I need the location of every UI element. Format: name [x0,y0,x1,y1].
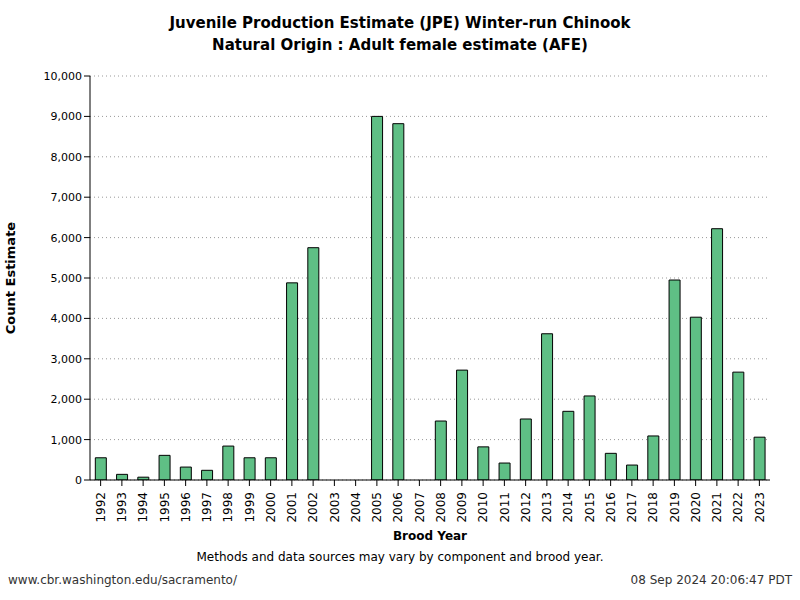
svg-text:2,000: 2,000 [51,393,83,406]
svg-text:1996: 1996 [179,492,193,523]
svg-text:1999: 1999 [243,492,257,523]
html-text:08 Sep 2024 20:06:47 PDT: 08 Sep 2024 20:06:47 PDT [630,573,792,587]
svg-text:2001: 2001 [285,492,299,523]
svg-text:2015: 2015 [583,492,597,523]
svg-text:2011: 2011 [498,492,512,523]
html-text:Natural Origin : Adult female: Natural Origin : Adult female estimate (… [212,36,588,54]
svg-text:2004: 2004 [349,492,363,523]
svg-text:10,000: 10,000 [44,70,83,83]
svg-text:3,000: 3,000 [51,353,83,366]
svg-text:2020: 2020 [689,492,703,523]
svg-text:1994: 1994 [136,492,150,523]
svg-text:2017: 2017 [625,492,639,523]
svg-text:4,000: 4,000 [51,312,83,325]
svg-text:0: 0 [75,474,82,487]
svg-text:1,000: 1,000 [51,434,83,447]
svg-text:2006: 2006 [391,492,405,523]
svg-text:2014: 2014 [561,492,575,523]
svg-text:7,000: 7,000 [51,191,83,204]
svg-text:1998: 1998 [221,492,235,523]
svg-text:1995: 1995 [158,492,172,523]
svg-text:Count Estimate: Count Estimate [8,222,18,335]
svg-text:2021: 2021 [710,492,724,523]
svg-text:9,000: 9,000 [51,110,83,123]
svg-text:2016: 2016 [604,492,618,523]
svg-text:2013: 2013 [540,492,554,523]
svg-text:1997: 1997 [200,492,214,523]
svg-text:2007: 2007 [413,492,427,523]
html-text:Methods and data sources may v: Methods and data sources may vary by com… [196,550,604,564]
svg-text:8,000: 8,000 [51,151,83,164]
svg-text:1992: 1992 [94,492,108,523]
svg-text:2010: 2010 [476,492,490,523]
svg-text:2005: 2005 [370,492,384,523]
svg-text:2009: 2009 [455,492,469,523]
svg-text:2018: 2018 [646,492,660,523]
svg-text:6,000: 6,000 [51,232,83,245]
svg-text:5,000: 5,000 [51,272,83,285]
svg-text:2012: 2012 [519,492,533,523]
svg-text:2003: 2003 [328,492,342,523]
svg-text:2022: 2022 [731,492,745,523]
svg-text:2002: 2002 [306,492,320,523]
svg-text:2023: 2023 [753,492,767,523]
svg-text:2000: 2000 [264,492,278,523]
html-text:Juvenile Production Estimate (: Juvenile Production Estimate (JPE) Winte… [169,14,631,32]
svg-text:2008: 2008 [434,492,448,523]
svg-text:2019: 2019 [668,492,682,523]
html-text:www.cbr.washington.edu/sacrame: www.cbr.washington.edu/sacramento/ [8,573,237,587]
svg-text:Brood Year: Brood Year [393,529,467,543]
svg-text:1993: 1993 [115,492,129,523]
